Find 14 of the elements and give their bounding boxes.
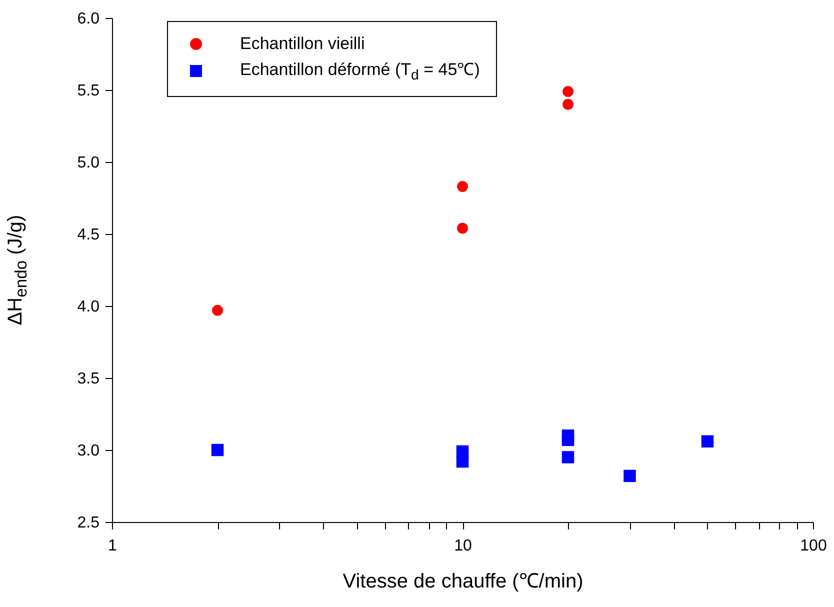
legend-label: Echantillon déformé (T$_{d}$ = 45℃) bbox=[240, 59, 480, 84]
y-tick-label: 5.0 bbox=[77, 154, 100, 172]
y-tick-label: 3.0 bbox=[77, 442, 100, 460]
y-tick-label: 4.0 bbox=[77, 298, 100, 316]
x-tick-label: 1 bbox=[108, 538, 118, 554]
y-tick-label: 3.5 bbox=[77, 370, 100, 388]
y-tick-label: 6.0 bbox=[77, 10, 100, 28]
y-tick-label: 5.5 bbox=[77, 82, 100, 100]
x-tick-label: 100 bbox=[800, 538, 827, 554]
y-tick-label: 4.5 bbox=[77, 226, 100, 244]
x-tick-label: 10 bbox=[454, 538, 472, 554]
x-axis-title: Vitesse de chauffe (℃/min) bbox=[342, 570, 584, 592]
legend-label: Echantillon vieilli bbox=[240, 34, 365, 54]
y-tick-label: 2.5 bbox=[77, 514, 100, 532]
